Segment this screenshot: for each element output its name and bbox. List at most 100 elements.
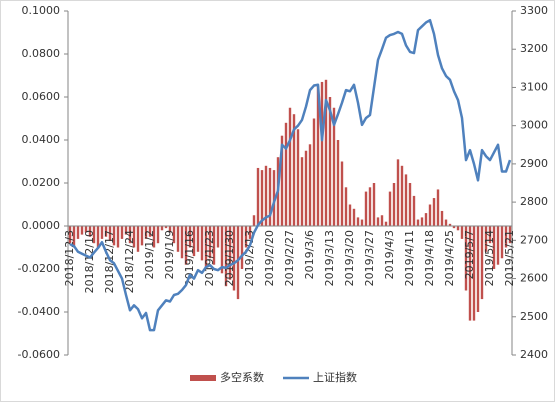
bar [224, 226, 228, 287]
bar [244, 226, 248, 248]
bar [344, 187, 348, 226]
bar [104, 226, 108, 237]
bar [284, 122, 288, 226]
x-tick-label: 2018/12/3 [63, 230, 76, 286]
bar [388, 191, 392, 226]
bar [424, 213, 428, 226]
bar [140, 226, 144, 246]
bar [480, 226, 484, 300]
x-tick-label: 2019/1/30 [223, 230, 236, 286]
bar [400, 165, 404, 226]
bar [468, 226, 472, 321]
bar [412, 195, 416, 226]
bar [332, 107, 336, 226]
bar [408, 183, 412, 226]
bar [136, 226, 140, 252]
bar [476, 226, 480, 312]
bar [124, 226, 128, 235]
bar [292, 114, 296, 226]
bar [320, 81, 324, 226]
bar [184, 226, 188, 265]
bar [496, 226, 500, 265]
bar [376, 217, 380, 226]
bar [152, 226, 156, 248]
y2-tick-label: 2500 [520, 310, 548, 323]
bar [300, 157, 304, 226]
bar [340, 161, 344, 226]
bar [112, 226, 116, 246]
bar [236, 226, 240, 300]
bar [148, 226, 152, 237]
x-tick-label: 2019/4/11 [403, 230, 416, 286]
bar [372, 183, 376, 226]
y2-tick-label: 2800 [520, 195, 548, 208]
bar [200, 226, 204, 261]
bar [296, 129, 300, 226]
bar [492, 226, 496, 269]
x-tick-label: 2019/3/20 [343, 230, 356, 286]
y-tick-label: 0.1000 [22, 4, 61, 17]
x-tick-label: 2019/5/14 [483, 230, 496, 286]
bar [144, 226, 148, 239]
bar [128, 226, 132, 244]
bar [368, 187, 372, 226]
x-tick-label: 2019/4/25 [443, 230, 456, 286]
bar [348, 204, 352, 226]
bar [440, 210, 444, 226]
bar [484, 226, 488, 252]
bar [256, 167, 260, 226]
x-tick-label: 2019/2/27 [283, 230, 296, 286]
bar [268, 167, 272, 226]
bar [312, 118, 316, 226]
y2-tick-label: 2600 [520, 272, 548, 285]
x-tick-label: 2018/12/24 [123, 230, 136, 293]
x-tick-label: 2018/12/17 [103, 230, 116, 293]
bar [392, 183, 396, 226]
bar [172, 226, 176, 244]
bar [192, 226, 196, 257]
bar [212, 226, 216, 265]
bar [248, 226, 252, 239]
bar [92, 226, 96, 244]
bar [88, 226, 92, 237]
y-tick-label: 0.0400 [22, 133, 61, 146]
y2-tick-label: 3000 [520, 119, 548, 132]
y2-tick-label: 2900 [520, 157, 548, 170]
y-tick-label: -0.0400 [18, 305, 60, 318]
bar [304, 150, 308, 226]
bar [508, 226, 512, 244]
bar [452, 226, 456, 229]
y2-tick-label: 2700 [520, 233, 548, 246]
bar [316, 86, 320, 226]
x-tick-label: 2019/2/13 [243, 230, 256, 286]
bar [264, 165, 268, 226]
bar [404, 174, 408, 226]
bar [260, 170, 264, 226]
x-tick-label: 2019/4/18 [423, 230, 436, 286]
bar [416, 219, 420, 226]
y2-tick-label: 3300 [520, 4, 548, 17]
bar [240, 226, 244, 269]
bar [432, 198, 436, 226]
bar [96, 226, 100, 248]
bar [208, 226, 212, 259]
line [69, 18, 512, 332]
bar [324, 79, 328, 226]
y-tick-label: 0.0800 [22, 47, 61, 60]
legend-swatch [190, 375, 216, 381]
bar [360, 219, 364, 226]
bar [288, 107, 292, 226]
y2-tick-label: 3200 [520, 42, 548, 55]
x-tick-label: 2018/12/10 [83, 230, 96, 293]
bar [76, 226, 80, 239]
bar [472, 226, 476, 321]
bar [464, 226, 468, 291]
bar [380, 215, 384, 226]
bar [132, 226, 136, 248]
bar [352, 208, 356, 226]
bar [100, 226, 104, 239]
x-tick-label: 2019/5/21 [503, 230, 516, 286]
bar [384, 221, 388, 226]
x-tick-label: 2019/1/9 [163, 230, 176, 279]
bar [68, 226, 72, 244]
